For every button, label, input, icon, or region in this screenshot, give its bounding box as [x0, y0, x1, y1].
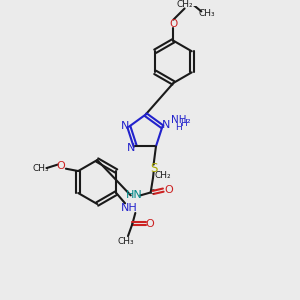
Text: O: O [165, 185, 173, 195]
Text: CH₃: CH₃ [199, 9, 215, 18]
Text: CH₂: CH₂ [176, 0, 193, 9]
Text: N: N [162, 120, 171, 130]
Text: CH₃: CH₃ [118, 237, 134, 246]
Text: N: N [127, 143, 135, 153]
Text: CH₃: CH₃ [32, 164, 49, 173]
Text: H: H [175, 123, 182, 132]
Text: NH: NH [121, 203, 138, 213]
Text: O: O [57, 161, 66, 171]
Text: H: H [180, 119, 187, 128]
Text: S: S [150, 162, 157, 175]
Text: O: O [169, 19, 178, 29]
Text: C: C [149, 190, 154, 196]
Text: HN: HN [126, 190, 143, 200]
Text: CH₂: CH₂ [154, 170, 171, 179]
Text: NH₂: NH₂ [171, 115, 190, 125]
Text: N: N [121, 121, 129, 130]
Text: O: O [146, 219, 154, 229]
